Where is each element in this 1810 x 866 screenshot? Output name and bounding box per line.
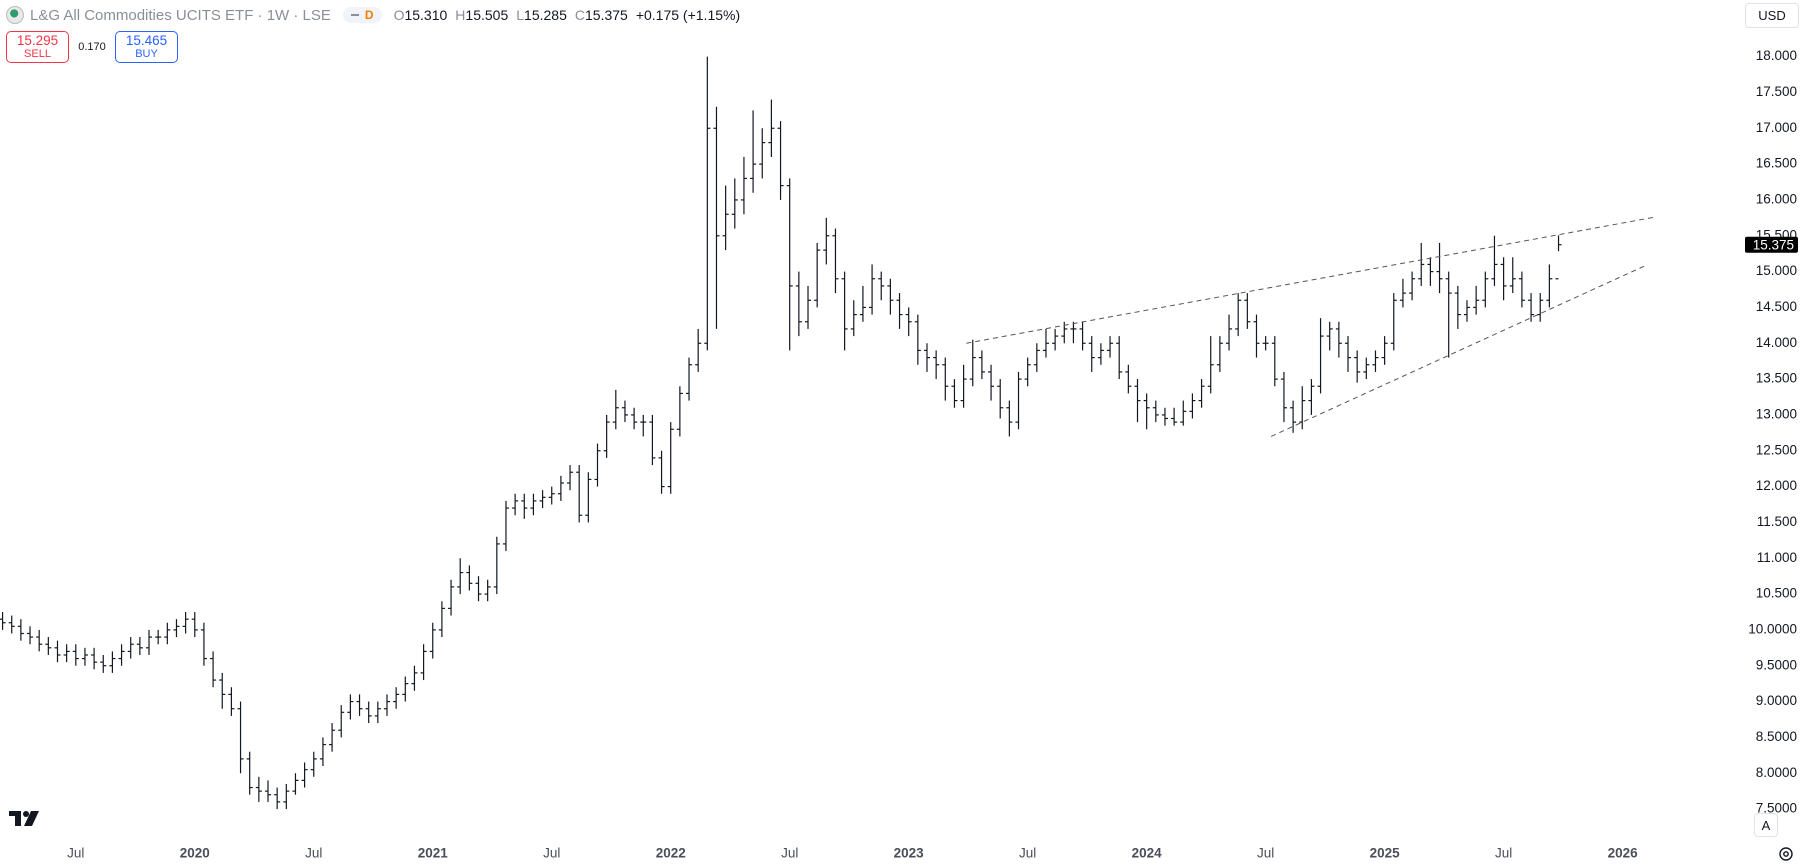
y-tick-label: 9.5000: [1756, 657, 1797, 672]
y-tick-label: 9.0000: [1756, 693, 1797, 708]
interval-pill[interactable]: D: [342, 7, 382, 23]
y-tick-label: 12.000: [1756, 478, 1797, 493]
ohlc-value: 15.505: [465, 7, 509, 23]
y-tick-label: 16.000: [1756, 191, 1797, 206]
y-tick-label: 10.0000: [1748, 621, 1797, 636]
y-tick-label: 11.000: [1757, 550, 1797, 565]
y-tick-label: 12.500: [1756, 442, 1797, 457]
buy-button[interactable]: 15.465 BUY: [115, 31, 178, 63]
ohlc-key: O: [393, 7, 405, 23]
buy-label: BUY: [135, 48, 158, 61]
trend-line: [1270, 264, 1647, 437]
y-tick-label: 17.500: [1756, 84, 1797, 99]
y-tick-label: 17.000: [1756, 120, 1797, 135]
symbol-title[interactable]: L&G All Commodities UCITS ETF · 1W · LSE: [30, 6, 331, 24]
tv-logo: [9, 811, 39, 826]
x-tick-label: Jul: [1495, 846, 1512, 861]
auto-scale-button[interactable]: A: [1754, 813, 1778, 837]
y-tick-label: 8.5000: [1756, 729, 1797, 744]
trend-line: [966, 216, 1655, 344]
y-tick-label: 10.500: [1756, 586, 1797, 601]
y-tick-label: 7.5000: [1756, 801, 1797, 816]
buy-price: 15.465: [125, 32, 168, 48]
ohlc-value: 15.375: [585, 7, 628, 23]
x-tick-label: Jul: [1257, 846, 1274, 861]
sell-button[interactable]: 15.295 SELL: [6, 31, 69, 63]
y-tick-label: 11.500: [1757, 514, 1797, 529]
y-tick-label: 16.500: [1756, 156, 1797, 171]
ohlc-key: L: [516, 7, 525, 23]
currency-button[interactable]: USD: [1745, 3, 1799, 28]
x-tick-label: Jul: [543, 846, 560, 861]
y-tick-label: 13.000: [1756, 406, 1797, 421]
spread: 0.170: [78, 41, 106, 53]
ohlc-value: 15.310: [404, 7, 448, 23]
change: +0.175 (+1.15%): [635, 7, 741, 23]
x-tick-label: Jul: [305, 846, 322, 861]
settings-icon[interactable]: [1779, 847, 1793, 861]
legend-header: L&G All Commodities UCITS ETF · 1W · LSE…: [6, 4, 740, 26]
x-tick-label: 2021: [418, 846, 449, 861]
ohlc-values: O15.310 H15.505 L15.285 C15.375 +0.175 (…: [394, 7, 741, 23]
ohlc-value: 15.285: [524, 7, 567, 23]
trade-panel: 15.295 SELL 0.170 15.465 BUY: [6, 31, 178, 63]
x-tick-label: Jul: [1019, 846, 1036, 861]
x-tick-label: 2026: [1608, 846, 1639, 861]
x-tick-label: 2023: [894, 846, 925, 861]
price-bars: [0, 56, 1562, 810]
y-tick-label: 8.0000: [1756, 765, 1797, 780]
y-tick-label: 13.500: [1756, 371, 1797, 386]
sell-price: 15.295: [16, 32, 59, 48]
x-tick-label: 2022: [656, 846, 686, 861]
symbol-logo: [6, 6, 24, 24]
last-price-tag: [1745, 236, 1798, 253]
x-tick-label: 2020: [180, 846, 210, 861]
x-tick-label: Jul: [781, 846, 798, 861]
y-tick-label: 14.500: [1756, 299, 1797, 314]
sell-label: SELL: [24, 48, 51, 61]
x-tick-label: Jul: [67, 846, 84, 861]
y-tick-label: 15.000: [1756, 263, 1797, 278]
x-tick-label: 2024: [1132, 846, 1163, 861]
ohlc-key: H: [455, 7, 466, 23]
y-tick-label: 18.000: [1756, 48, 1797, 63]
x-tick-label: 2025: [1370, 846, 1401, 861]
last-price-label: 15.375: [1753, 237, 1794, 252]
badge: D: [364, 8, 374, 22]
ohlc-key: C: [574, 7, 585, 23]
y-tick-label: 14.000: [1756, 335, 1797, 350]
